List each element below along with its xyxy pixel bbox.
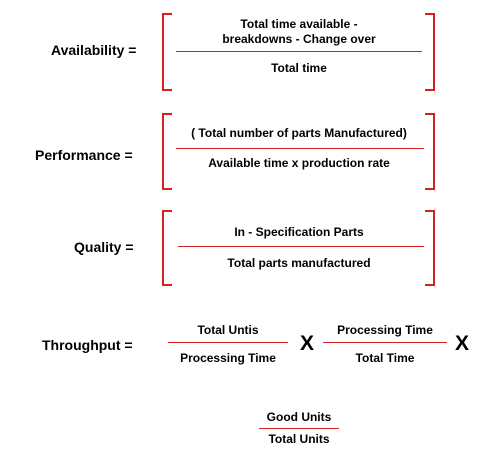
multiply-operator-1: X: [300, 332, 315, 355]
availability-left-bracket: [162, 13, 172, 91]
availability-numerator-line2: breakdowns - Change over: [222, 32, 376, 46]
throughput-frac2-line: [323, 342, 447, 343]
throughput-frac1-line: [168, 342, 288, 343]
throughput-frac2-denominator: Total Time: [355, 351, 415, 365]
performance-fraction-line: [176, 148, 424, 149]
performance-right-bracket: [425, 113, 435, 190]
quality-numerator: In - Specification Parts: [234, 225, 364, 239]
units-fraction-line: [259, 428, 339, 429]
quality-label: Quality =: [74, 239, 134, 255]
units-denominator: Total Units: [268, 432, 330, 446]
throughput-frac1-denominator: Processing Time: [180, 351, 276, 365]
availability-numerator-line1: Total time available -: [240, 17, 358, 31]
throughput-frac1-numerator: Total Untis: [197, 323, 259, 337]
performance-denominator: Available time x production rate: [208, 156, 390, 170]
availability-right-bracket: [425, 13, 435, 91]
units-numerator: Good Units: [266, 410, 332, 424]
throughput-frac2-numerator: Processing Time: [337, 323, 433, 337]
performance-label: Performance =: [35, 147, 133, 163]
availability-fraction-line: [176, 51, 422, 52]
quality-denominator: Total parts manufactured: [227, 256, 371, 270]
availability-label: Availability =: [51, 42, 137, 58]
quality-left-bracket: [162, 210, 172, 286]
quality-right-bracket: [425, 210, 435, 286]
performance-left-bracket: [162, 113, 172, 190]
performance-numerator: ( Total number of parts Manufactured): [191, 126, 407, 140]
throughput-label: Throughput =: [42, 337, 133, 353]
quality-fraction-line: [178, 246, 424, 247]
availability-denominator: Total time: [271, 61, 327, 75]
multiply-operator-2: X: [455, 332, 470, 355]
